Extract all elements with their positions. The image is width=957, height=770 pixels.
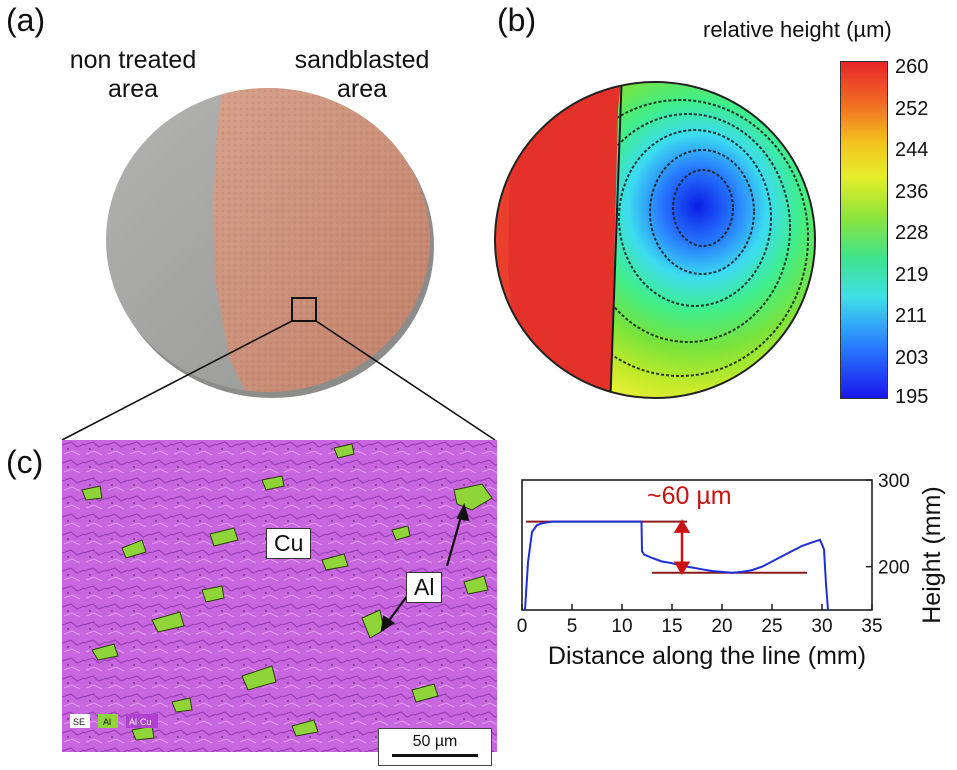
- height-difference-arrow: [673, 519, 691, 576]
- sandblasted-caption-line2: area: [336, 74, 388, 103]
- zoom-line-left: [61, 320, 293, 441]
- eds-legend-se: SE: [73, 717, 85, 727]
- x-tick-label: 35: [861, 616, 882, 637]
- panel-c-label: (c): [6, 444, 44, 480]
- colorbar-tick: 203: [895, 347, 929, 369]
- colorbar-tick: 228: [895, 222, 929, 244]
- panel-a-label: (a): [6, 2, 46, 38]
- colorbar-tick: 244: [895, 139, 929, 161]
- colorbar-tick: 260: [895, 56, 929, 78]
- x-tick-label: 0: [517, 616, 528, 637]
- y-axis-label: Height (mm): [918, 486, 946, 624]
- scale-bar: 50 µm: [378, 728, 492, 766]
- x-tick-label: 20: [711, 616, 732, 637]
- x-tick-label: 25: [761, 616, 782, 637]
- disc-photo: [61, 88, 496, 441]
- colorbar: [840, 61, 888, 399]
- zoom-region-box: [291, 297, 317, 322]
- scale-bar-label: 50 µm: [412, 733, 458, 750]
- x-tick-label: 15: [661, 616, 682, 637]
- eds-legend-al: Al: [103, 717, 111, 727]
- colorbar-tick: 252: [895, 98, 929, 120]
- y-tick-label: 300: [878, 471, 910, 492]
- scale-bar-line: [392, 754, 478, 757]
- height-profile-chart: 0 5 10 15 20 25 30 35 200 300 ~60 µm Distance al…: [517, 471, 946, 670]
- eds-legend: SE Al Al·Cu: [70, 714, 158, 728]
- colorbar-tick: 195: [895, 386, 929, 408]
- eds-legend-alcu: Al·Cu: [129, 717, 152, 727]
- colorbar-tick: 211: [895, 305, 927, 327]
- height-map: [494, 81, 816, 399]
- y-tick-label: 200: [878, 558, 910, 579]
- sandblasted-caption: sandblasted area: [262, 46, 462, 104]
- non-treated-caption-line2: area: [107, 74, 159, 103]
- non-treated-caption: non treated area: [38, 46, 228, 104]
- colorbar-tick: 236: [895, 181, 929, 203]
- non-treated-caption-line1: non treated: [69, 46, 197, 74]
- al-label: Al: [406, 572, 443, 604]
- x-axis-label: Distance along the line (mm): [548, 642, 866, 670]
- cu-label: Cu: [266, 528, 312, 560]
- height-difference-label: ~60 µm: [647, 482, 732, 510]
- sandblasted-caption-line1: sandblasted: [294, 46, 430, 74]
- x-tick-label: 5: [567, 616, 578, 637]
- zoom-line-right: [315, 320, 496, 441]
- x-tick-label: 30: [811, 616, 832, 637]
- plot-area: [521, 479, 873, 611]
- colorbar-tick: 219: [895, 264, 929, 286]
- panel-b-label: (b): [497, 2, 537, 38]
- colorbar-title: relative height (µm): [703, 17, 892, 42]
- x-tick-label: 10: [611, 616, 632, 637]
